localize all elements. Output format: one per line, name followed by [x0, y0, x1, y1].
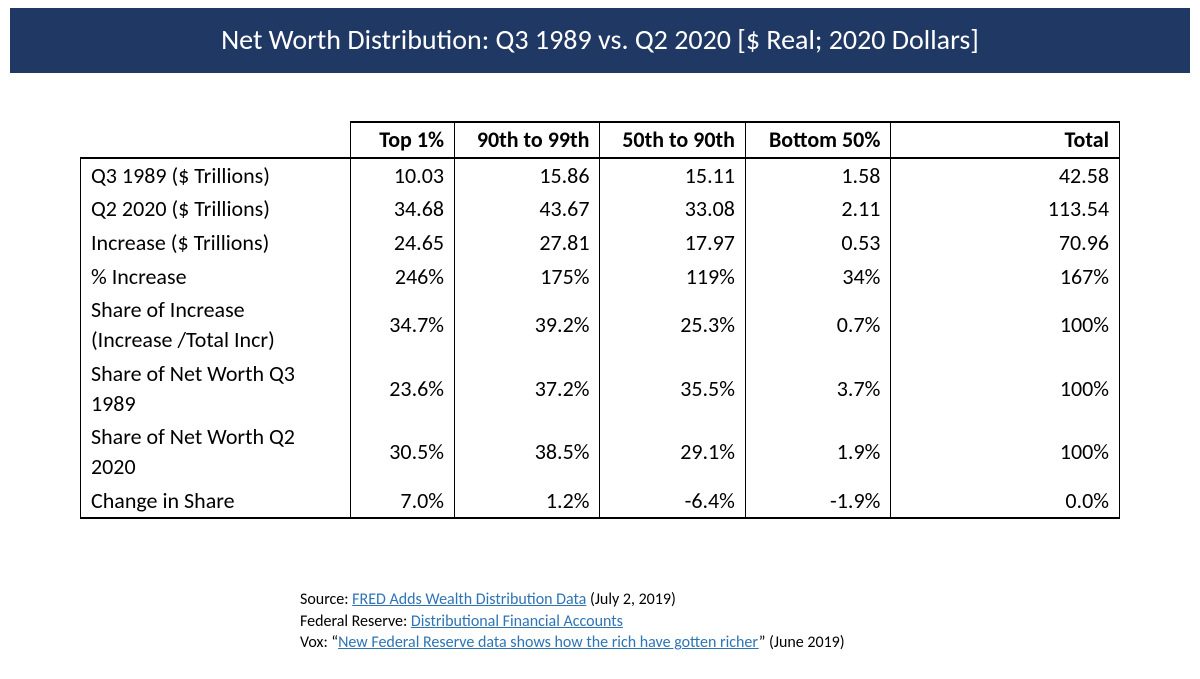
column-header: Total: [891, 122, 1120, 158]
table-cell: 7.0%: [351, 484, 455, 519]
table-row: Share of Increase (Increase /Total Incr)…: [81, 293, 1120, 356]
table-cell: 1.9%: [745, 420, 890, 483]
table-cell: 175%: [455, 260, 600, 294]
table-row: Change in Share7.0%1.2%-6.4%-1.9%0.0%: [81, 484, 1120, 519]
table-header-row: Top 1%90th to 99th50th to 90thBottom 50%…: [81, 122, 1120, 158]
table-cell: 246%: [351, 260, 455, 294]
table-row: Share of Net Worth Q2 202030.5%38.5%29.1…: [81, 420, 1120, 483]
row-label: % Increase: [81, 260, 351, 294]
table-cell: 43.67: [455, 192, 600, 226]
source-line-3: Vox: “New Federal Reserve data shows how…: [300, 632, 1200, 654]
table-cell: 0.7%: [745, 293, 890, 356]
source-1-link[interactable]: FRED Adds Wealth Distribution Data: [352, 590, 586, 609]
source-1-suffix: (July 2, 2019): [586, 590, 676, 609]
table-row: Increase ($ Trillions)24.6527.8117.970.5…: [81, 226, 1120, 260]
table-cell: 25.3%: [600, 293, 745, 356]
table-cell: -1.9%: [745, 484, 890, 519]
table-cell: 34.68: [351, 192, 455, 226]
table-row: % Increase246%175%119%34%167%: [81, 260, 1120, 294]
row-label: Share of Increase (Increase /Total Incr): [81, 293, 351, 356]
column-header: 50th to 90th: [600, 122, 745, 158]
source-3-prefix: Vox: “: [300, 633, 338, 652]
row-label: Increase ($ Trillions): [81, 226, 351, 260]
table-cell: 34.7%: [351, 293, 455, 356]
table-cell: 100%: [891, 420, 1120, 483]
table-cell: 2.11: [745, 192, 890, 226]
page-title: Net Worth Distribution: Q3 1989 vs. Q2 2…: [10, 8, 1190, 73]
table-cell: 167%: [891, 260, 1120, 294]
table-cell: 119%: [600, 260, 745, 294]
net-worth-table: Top 1%90th to 99th50th to 90thBottom 50%…: [80, 121, 1120, 519]
table-cell: 0.53: [745, 226, 890, 260]
data-table-container: Top 1%90th to 99th50th to 90thBottom 50%…: [80, 121, 1120, 519]
source-line-1: Source: FRED Adds Wealth Distribution Da…: [300, 589, 1200, 611]
table-cell: 100%: [891, 357, 1120, 420]
table-cell: 3.7%: [745, 357, 890, 420]
table-cell: 70.96: [891, 226, 1120, 260]
table-cell: 30.5%: [351, 420, 455, 483]
table-cell: 100%: [891, 293, 1120, 356]
row-label: Q3 1989 ($ Trillions): [81, 158, 351, 193]
table-cell: 1.2%: [455, 484, 600, 519]
source-2-link[interactable]: Distributional Financial Accounts: [411, 612, 623, 631]
table-cell: 0.0%: [891, 484, 1120, 519]
source-3-suffix: ” (June 2019): [759, 633, 845, 652]
table-cell: 29.1%: [600, 420, 745, 483]
table-cell: 42.58: [891, 158, 1120, 193]
header-spacer: [81, 122, 351, 158]
row-label: Share of Net Worth Q3 1989: [81, 357, 351, 420]
table-row: Q3 1989 ($ Trillions)10.0315.8615.111.58…: [81, 158, 1120, 193]
table-cell: 37.2%: [455, 357, 600, 420]
row-label: Change in Share: [81, 484, 351, 519]
table-cell: 24.65: [351, 226, 455, 260]
table-cell: 15.11: [600, 158, 745, 193]
column-header: Top 1%: [351, 122, 455, 158]
table-cell: 35.5%: [600, 357, 745, 420]
sources-block: Source: FRED Adds Wealth Distribution Da…: [300, 589, 1200, 654]
table-row: Q2 2020 ($ Trillions)34.6843.6733.082.11…: [81, 192, 1120, 226]
table-row: Share of Net Worth Q3 198923.6%37.2%35.5…: [81, 357, 1120, 420]
table-cell: 10.03: [351, 158, 455, 193]
table-cell: 38.5%: [455, 420, 600, 483]
table-cell: 34%: [745, 260, 890, 294]
row-label: Q2 2020 ($ Trillions): [81, 192, 351, 226]
table-cell: 113.54: [891, 192, 1120, 226]
table-cell: 33.08: [600, 192, 745, 226]
table-cell: -6.4%: [600, 484, 745, 519]
table-cell: 27.81: [455, 226, 600, 260]
column-header: 90th to 99th: [455, 122, 600, 158]
table-cell: 23.6%: [351, 357, 455, 420]
source-2-prefix: Federal Reserve:: [300, 612, 411, 631]
table-cell: 15.86: [455, 158, 600, 193]
table-cell: 1.58: [745, 158, 890, 193]
column-header: Bottom 50%: [745, 122, 890, 158]
source-3-link[interactable]: New Federal Reserve data shows how the r…: [338, 633, 759, 652]
table-cell: 17.97: [600, 226, 745, 260]
table-body: Q3 1989 ($ Trillions)10.0315.8615.111.58…: [81, 158, 1120, 519]
row-label: Share of Net Worth Q2 2020: [81, 420, 351, 483]
table-cell: 39.2%: [455, 293, 600, 356]
source-line-2: Federal Reserve: Distributional Financia…: [300, 611, 1200, 633]
source-1-prefix: Source:: [300, 590, 352, 609]
